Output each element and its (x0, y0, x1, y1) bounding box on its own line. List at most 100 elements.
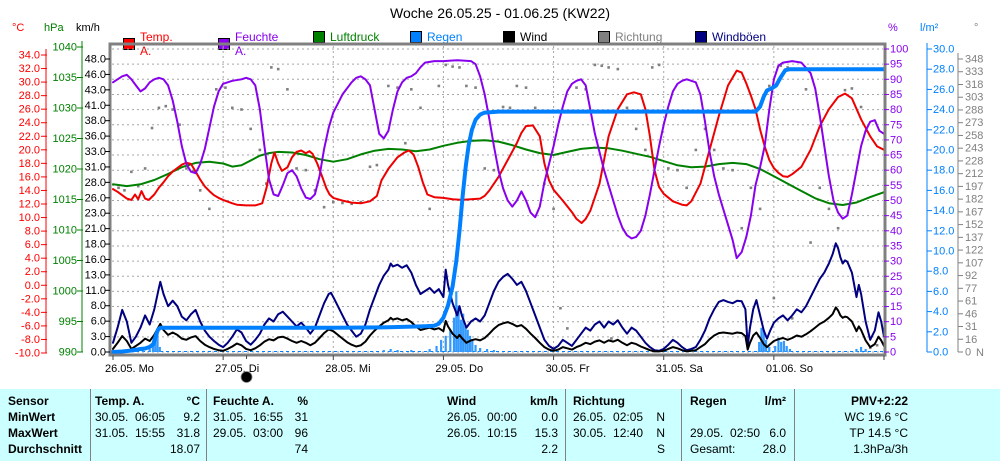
direction-dot (575, 86, 578, 89)
day-label: 30.05. Fr (546, 363, 590, 375)
rain-bar (758, 341, 761, 352)
direction-dot (295, 167, 298, 170)
col-unit-feuchte: % (297, 394, 308, 408)
table-separator (794, 389, 795, 461)
pct-tick-label: 65 (890, 150, 902, 162)
hpa-tick-label: 1035 (53, 72, 77, 84)
temp-tick-label: 8.0 (25, 226, 40, 238)
temp-tick-label: 26.0 (19, 104, 40, 116)
cell-temp-value: 18.07 (169, 442, 200, 456)
deg-tick-label: 228 (965, 155, 983, 167)
rain-bar (444, 335, 447, 352)
rain-bar (780, 341, 783, 352)
pct-tick-label: 25 (890, 271, 902, 283)
cell-temp-value: 9.2 (183, 410, 200, 424)
table-separator (565, 389, 566, 461)
deg-tick-label: 137 (965, 232, 983, 244)
kmh-tick-label: 41.0 (85, 100, 106, 112)
direction-dot (231, 106, 234, 110)
col-header-pmv: PMV+2:22 (850, 394, 908, 408)
hpa-tick-label: 1005 (53, 255, 77, 267)
rain-bar (785, 345, 788, 352)
direction-dot (428, 207, 431, 211)
direction-dot (214, 88, 218, 91)
temp-tick-label: 6.0 (25, 239, 40, 251)
cell-wind-value: 0.0 (541, 410, 558, 424)
direction-dot (483, 167, 487, 170)
col-unit-temp: °C (186, 394, 200, 408)
lm2-tick-label: 20.0 (933, 145, 954, 157)
page-title: Woche 26.05.25 - 01.06.25 (KW22) (390, 5, 610, 21)
temp-tick-label: 12.0 (19, 199, 40, 211)
direction-dot (786, 66, 789, 69)
deg-tick-label: 303 (965, 92, 983, 104)
legend-item-wind: Wind (503, 30, 547, 44)
pct-tick-label: 20 (890, 286, 902, 298)
direction-dot (178, 123, 181, 126)
lm2-tick-label: 12.0 (933, 225, 954, 237)
rain-bar (428, 348, 431, 352)
kmh-tick-label: 8.0 (91, 300, 106, 312)
direction-dot (359, 200, 363, 204)
direction-dot (396, 86, 399, 89)
series-regen (111, 67, 886, 354)
lm2-tick-label: 8.0 (933, 266, 948, 278)
pct-tick-label: 40 (890, 225, 902, 237)
axis-header-pressure: hPa (44, 22, 64, 34)
direction-dot (836, 226, 840, 230)
direction-dot (685, 186, 688, 190)
direction-dot (722, 167, 725, 170)
rain-bar (148, 348, 151, 352)
series-luftdruck (112, 139, 885, 206)
kmh-tick-label: 6.0 (91, 316, 106, 328)
cell-temp-time: 31.05. 15:55 (95, 426, 166, 440)
rain-bar (468, 335, 472, 352)
temp-tick-label: 24.0 (19, 117, 40, 129)
cell-richtung-value: N (656, 410, 665, 424)
temp-tick-label: 30.0 (19, 77, 40, 89)
lm2-tick-label: 2.0 (933, 326, 948, 338)
direction-dot (566, 327, 569, 330)
direction-dot (331, 200, 335, 204)
deg-tick-label: 182 (965, 194, 983, 206)
direction-dot (185, 167, 188, 170)
direction-dot (827, 207, 831, 211)
kmh-tick-label: 16.0 (85, 254, 106, 266)
hpa-tick-label: 1040 (53, 42, 77, 54)
pct-tick-label: 5 (890, 331, 896, 343)
cell-feuchte-time: 29.05. 03:00 (213, 426, 284, 440)
col-header-temp: Temp. A. (95, 394, 145, 408)
deg-tick-label: 77 (965, 283, 977, 295)
table-separator (681, 389, 682, 461)
deg-tick-label: 61 (965, 296, 977, 308)
col-header-feuchte: Feuchte A. (213, 394, 274, 408)
direction-dot (749, 186, 753, 190)
temp-tick-label: 34.0 (19, 50, 40, 62)
lm2-tick-label: 30.0 (933, 44, 954, 56)
rain-bar (768, 346, 771, 352)
rain-bar (462, 313, 465, 352)
axis-header-direction: ° (974, 22, 979, 34)
direction-dot (634, 127, 638, 131)
kmh-tick-label: 46.0 (85, 69, 106, 81)
hpa-tick-label: 995 (59, 316, 77, 328)
pct-tick-label: 60 (890, 165, 902, 177)
series-windb-en (112, 242, 885, 352)
legend-label: Temp. A. (140, 30, 173, 58)
direction-dot (157, 106, 161, 110)
kmh-tick-label: 11.0 (85, 285, 106, 297)
rain-bar (474, 344, 477, 352)
rain-bar (864, 348, 867, 352)
rain-bar (396, 349, 399, 352)
hpa-tick-label: 990 (59, 347, 77, 359)
cell-wind-time: 26.05. 00:00 (447, 410, 518, 424)
direction-dot (818, 186, 822, 190)
col-header-richtung: Richtung (573, 394, 625, 408)
kmh-tick-label: 31.0 (85, 161, 106, 173)
direction-dot (501, 105, 505, 109)
cell-regen-time: Gesamt: (690, 442, 736, 456)
direction-dot (117, 186, 120, 190)
hpa-tick-label: 1020 (53, 164, 77, 176)
direction-dot (143, 167, 147, 170)
